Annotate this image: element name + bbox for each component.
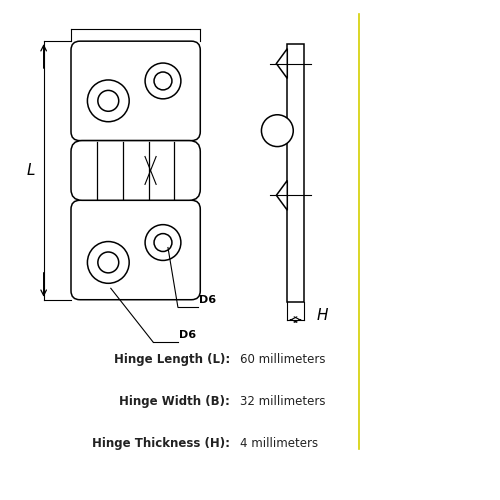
Text: L: L — [27, 163, 36, 178]
Circle shape — [88, 242, 129, 284]
Circle shape — [88, 80, 129, 122]
Circle shape — [154, 234, 172, 252]
FancyBboxPatch shape — [71, 140, 200, 200]
Bar — [288, 44, 304, 302]
Circle shape — [145, 224, 181, 260]
Text: D6: D6 — [179, 330, 196, 340]
Text: Hinge Length (L):: Hinge Length (L): — [114, 353, 230, 366]
Text: 4 millimeters: 4 millimeters — [240, 438, 318, 450]
FancyBboxPatch shape — [71, 200, 200, 300]
Circle shape — [262, 115, 294, 146]
Circle shape — [98, 90, 118, 112]
Text: 32 millimeters: 32 millimeters — [240, 395, 326, 408]
Text: Hinge Thickness (H):: Hinge Thickness (H): — [92, 438, 230, 450]
Text: D6: D6 — [199, 294, 216, 304]
FancyBboxPatch shape — [71, 41, 200, 140]
Text: Hinge Width (B):: Hinge Width (B): — [119, 395, 230, 408]
Polygon shape — [276, 48, 287, 78]
Text: 60 millimeters: 60 millimeters — [240, 353, 326, 366]
Circle shape — [145, 63, 181, 99]
Text: H: H — [316, 308, 328, 323]
Polygon shape — [276, 180, 287, 210]
Circle shape — [98, 252, 118, 273]
Circle shape — [154, 72, 172, 90]
